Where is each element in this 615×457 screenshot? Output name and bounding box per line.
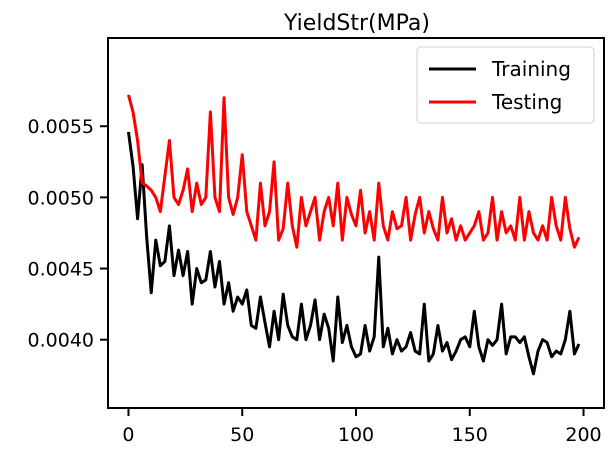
plot-area bbox=[126, 94, 581, 376]
x-tick-label: 200 bbox=[565, 424, 601, 446]
series-line-testing bbox=[127, 94, 581, 249]
legend-box bbox=[416, 46, 595, 124]
series-line-training bbox=[126, 131, 581, 376]
x-tick-label: 150 bbox=[452, 424, 488, 446]
y-axis: 0.0040 0.0045 0.0050 0.0055 bbox=[28, 116, 108, 352]
chart-title: YieldStr(MPa) bbox=[283, 11, 430, 36]
x-tick-label: 100 bbox=[338, 424, 374, 446]
legend-label-testing: Testing bbox=[491, 90, 562, 114]
y-tick-label: 0.0040 bbox=[28, 330, 94, 352]
y-tick-label: 0.0045 bbox=[28, 259, 94, 281]
x-axis: 0 50 100 150 200 bbox=[122, 408, 602, 446]
legend: Training Testing bbox=[416, 46, 595, 124]
legend-label-training: Training bbox=[491, 57, 571, 81]
x-tick-label: 50 bbox=[230, 424, 254, 446]
y-tick-label: 0.0050 bbox=[28, 187, 94, 209]
x-tick-label: 0 bbox=[122, 424, 134, 446]
y-tick-label: 0.0055 bbox=[28, 116, 94, 138]
